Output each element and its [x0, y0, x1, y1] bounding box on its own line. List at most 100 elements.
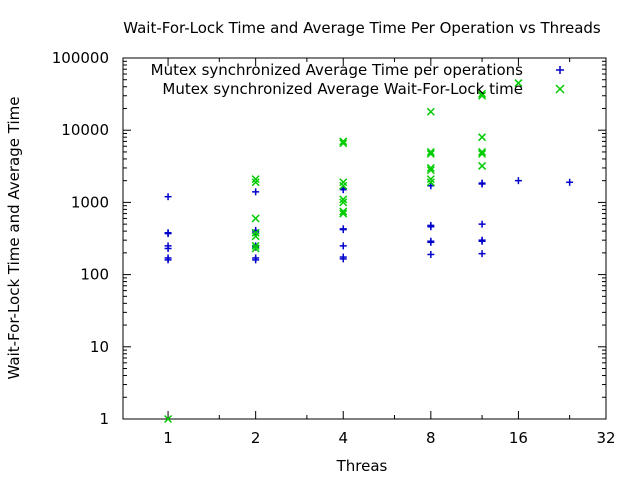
cross-b	[339, 139, 348, 148]
x-tick-label: 1	[163, 429, 173, 447]
cross-b	[339, 207, 348, 216]
data-point-plus	[164, 256, 172, 264]
cross-b	[251, 178, 260, 187]
cross-b	[426, 175, 435, 184]
cross-b	[426, 178, 435, 187]
data-point-plus	[427, 250, 435, 258]
data-point-plus	[478, 180, 486, 188]
data-point-plus	[427, 223, 435, 231]
data-point-plus	[164, 244, 172, 252]
cross-b	[426, 166, 435, 175]
data-point-plus	[566, 178, 574, 186]
cross-b	[251, 228, 260, 237]
cross-b	[251, 175, 260, 184]
data-point-plus	[252, 256, 260, 264]
data-point-cross	[478, 89, 487, 98]
data-point-plus	[164, 193, 172, 201]
data-point-cross	[426, 178, 435, 187]
y-tick-label: 10000	[61, 121, 109, 139]
y-tick-label: 100000	[52, 49, 109, 67]
cross-b	[339, 181, 348, 190]
data-point-cross	[339, 139, 348, 148]
cross-b	[251, 241, 260, 250]
data-point-plus	[427, 182, 435, 190]
data-point-cross	[478, 149, 487, 158]
data-point-cross	[339, 178, 348, 187]
cross-b	[339, 209, 348, 218]
data-point-cross	[426, 166, 435, 175]
data-point-cross	[478, 91, 487, 100]
data-point-cross	[251, 241, 260, 250]
data-point-plus	[478, 250, 486, 258]
data-point-cross	[251, 228, 260, 237]
data-point-plus	[478, 220, 486, 228]
data-point-cross	[339, 207, 348, 216]
cross-b	[478, 161, 487, 170]
data-point-plus	[514, 177, 522, 185]
y-axis-label: Wait-For-Lock Time and Average Time	[5, 97, 23, 380]
data-point-plus	[339, 242, 347, 250]
x-tick-label: 16	[509, 429, 528, 447]
cross-b	[478, 133, 487, 142]
data-point-cross	[426, 107, 435, 116]
data-point-cross	[339, 137, 348, 146]
legend-marker-plus	[556, 66, 564, 74]
data-point-cross	[251, 244, 260, 253]
x-tick-label: 4	[338, 429, 348, 447]
cross-b	[339, 137, 348, 146]
data-point-cross	[514, 79, 523, 88]
series-1	[164, 177, 574, 264]
y-tick-label: 10	[90, 338, 109, 356]
data-point-cross	[478, 147, 487, 156]
x-tick-label: 8	[426, 429, 436, 447]
data-point-cross	[339, 181, 348, 190]
data-point-cross	[426, 147, 435, 156]
cross-b	[426, 163, 435, 172]
cross-b	[426, 107, 435, 116]
data-point-cross	[251, 175, 260, 184]
data-point-plus	[252, 243, 260, 251]
cross-b	[251, 244, 260, 253]
plot-border	[122, 57, 607, 420]
x-tick-label: 32	[596, 429, 615, 447]
data-point-cross	[251, 178, 260, 187]
cross-b	[426, 147, 435, 156]
data-point-plus	[427, 238, 435, 246]
series-2	[164, 79, 523, 424]
y-tick-label: 100	[80, 266, 109, 284]
cross-b	[164, 414, 173, 424]
cross-b	[251, 232, 260, 241]
legend-label: Mutex synchronized Average Wait-For-Lock…	[162, 80, 523, 98]
data-point-cross	[426, 149, 435, 158]
legend-marker-cross	[555, 84, 565, 94]
chart-title: Wait-For-Lock Time and Average Time Per …	[123, 19, 601, 37]
ticks: 1 2 4 8 16 32 1 10 100 1000 10000 100000	[52, 49, 616, 447]
y-tick-label: 1000	[71, 193, 109, 211]
cross-b	[478, 89, 487, 98]
legend: Mutex synchronized Average Time per oper…	[151, 61, 565, 98]
data-point-cross	[164, 414, 173, 424]
data-point-cross	[251, 232, 260, 241]
data-points	[164, 79, 574, 424]
data-point-plus	[252, 188, 260, 196]
data-point-cross	[426, 163, 435, 172]
cross-b	[478, 149, 487, 158]
x-tick-label: 2	[251, 429, 261, 447]
legend-label: Mutex synchronized Average Time per oper…	[151, 61, 524, 79]
axes	[122, 57, 607, 420]
cross-b	[555, 84, 565, 94]
y-tick-label: 1	[99, 410, 109, 428]
cross-b	[478, 91, 487, 100]
data-point-plus	[164, 230, 172, 238]
cross-b	[339, 198, 348, 207]
cross-b	[339, 195, 348, 204]
data-point-cross	[251, 214, 260, 223]
data-point-plus	[339, 255, 347, 263]
data-point-plus	[339, 226, 347, 234]
cross-b	[478, 147, 487, 156]
data-point-cross	[478, 161, 487, 170]
data-point-cross	[339, 198, 348, 207]
data-point-cross	[478, 133, 487, 142]
cross-b	[426, 149, 435, 158]
